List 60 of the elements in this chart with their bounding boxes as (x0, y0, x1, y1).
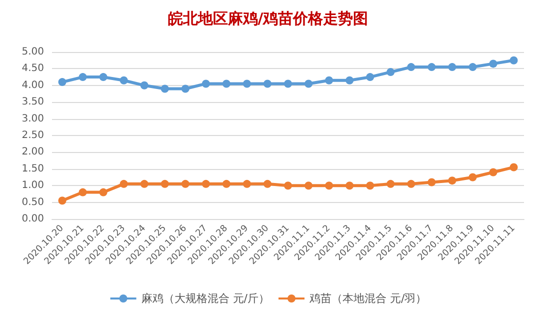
point (489, 60, 498, 68)
point (304, 80, 313, 88)
point (468, 63, 477, 72)
point (58, 196, 66, 205)
y-tick-label: 3.00 (22, 113, 44, 124)
point (120, 76, 128, 84)
point (99, 188, 108, 196)
point (263, 180, 272, 188)
point (78, 73, 87, 82)
point (99, 73, 108, 82)
point (346, 182, 354, 190)
point (202, 80, 210, 88)
point (407, 180, 416, 188)
point (428, 63, 436, 72)
point (181, 84, 190, 93)
point (304, 182, 313, 190)
y-tick-label: 0.50 (22, 196, 44, 208)
y-tick-label: 4.00 (22, 80, 44, 91)
y-tick-label: 2.50 (22, 130, 44, 141)
point (366, 73, 374, 82)
legend-label: 麻鸡（大规格混合 元/斤） (141, 292, 270, 305)
point (284, 182, 292, 190)
y-tick-label: 5.00 (22, 46, 44, 58)
point (510, 56, 518, 64)
point (263, 80, 272, 88)
point (386, 68, 395, 76)
y-tick-label: 3.50 (22, 96, 44, 108)
point (160, 84, 169, 93)
point (386, 180, 395, 188)
point (140, 180, 148, 188)
point (78, 188, 87, 196)
point (222, 180, 230, 188)
point (140, 81, 148, 90)
point (120, 180, 128, 188)
point (222, 80, 230, 88)
point (428, 178, 436, 186)
chart-title: 皖北地区麻鸡/鸡苗价格走势图 (168, 10, 368, 28)
point (448, 176, 456, 185)
point (489, 168, 498, 176)
point (346, 76, 354, 84)
point (448, 63, 456, 72)
point (160, 180, 169, 188)
point (407, 63, 416, 72)
legend-label: 鸡苗（本地混合 元/羽） (308, 292, 427, 305)
y-tick-label: 1.50 (22, 163, 44, 174)
point (242, 180, 251, 188)
point (58, 78, 66, 86)
y-tick-label: 0.00 (22, 214, 44, 224)
point (181, 180, 190, 188)
y-tick-label: 1.00 (22, 180, 44, 192)
point (510, 163, 518, 172)
point (325, 182, 334, 190)
point (366, 182, 374, 190)
point (468, 173, 477, 182)
point (202, 180, 210, 188)
point (242, 80, 251, 88)
point (325, 76, 334, 84)
point (284, 80, 292, 88)
y-tick-label: 2.00 (22, 146, 44, 158)
y-tick-label: 4.50 (22, 63, 44, 74)
